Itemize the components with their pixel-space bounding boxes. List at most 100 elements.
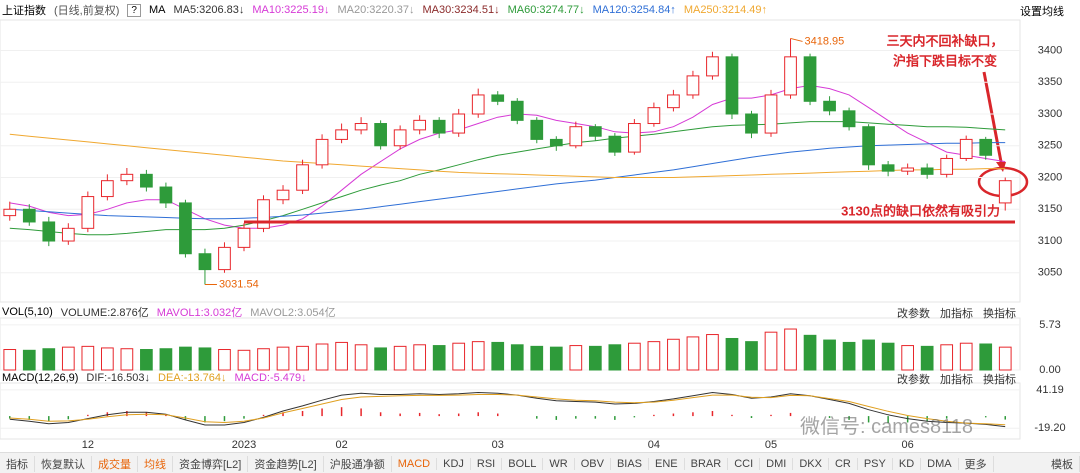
- candle-body: [862, 126, 875, 166]
- tab[interactable]: DMA: [921, 457, 959, 470]
- volume-bar: [354, 344, 368, 371]
- tab[interactable]: DMI: [760, 457, 794, 470]
- volume-header: VOL(5,10) VOLUME:2.876亿 MAVOL1:3.032亿 MAVO…: [2, 305, 336, 319]
- volume-bar: [803, 334, 817, 371]
- y-tick-label: 5.73: [1039, 319, 1060, 331]
- x-tick-label: 06: [902, 439, 914, 451]
- candle-body: [706, 56, 719, 77]
- tab[interactable]: WR: [543, 457, 575, 470]
- tab[interactable]: BIAS: [611, 457, 650, 470]
- volume-bar: [940, 344, 954, 371]
- candle-body: [374, 123, 387, 147]
- tab[interactable]: MACD: [392, 457, 438, 470]
- ma-legend: MA250:3214.49↑: [683, 4, 767, 16]
- volume-bar: [393, 345, 407, 371]
- tab[interactable]: 更多: [959, 455, 994, 472]
- candle-body: [354, 123, 368, 131]
- help-icon[interactable]: ?: [127, 3, 141, 17]
- volume-bar: [862, 339, 875, 371]
- ma-label: MA: [148, 4, 166, 16]
- volume-bar: [588, 345, 602, 371]
- tab[interactable]: PSY: [858, 457, 893, 470]
- volume-bar: [237, 349, 251, 371]
- tab[interactable]: RSI: [471, 457, 503, 470]
- tab[interactable]: 指标: [0, 455, 35, 472]
- candle-body: [940, 157, 954, 175]
- x-tick-label: 05: [765, 439, 777, 451]
- y-tick-label: -19.20: [1034, 422, 1065, 434]
- ma-legend: MA30:3234.51↓: [422, 4, 500, 16]
- tab[interactable]: CR: [829, 457, 858, 470]
- candle-body: [452, 113, 466, 134]
- arrow-head: [996, 162, 1006, 172]
- candle-body: [549, 138, 563, 147]
- volume-bar: [491, 341, 505, 371]
- y-tick-label: 3100: [1038, 235, 1062, 247]
- volume-bar: [61, 346, 75, 371]
- tab[interactable]: BOLL: [502, 457, 544, 470]
- volume-bar: [667, 338, 680, 371]
- tab[interactable]: CCI: [728, 457, 761, 470]
- tab[interactable]: KD: [893, 457, 922, 470]
- macd-line: [9, 391, 1006, 428]
- tab[interactable]: 成交量: [92, 455, 138, 472]
- tab[interactable]: BRAR: [685, 457, 729, 470]
- tab[interactable]: ENE: [649, 457, 685, 470]
- volume-bar: [179, 346, 192, 371]
- candle-body: [198, 253, 212, 271]
- candle-body: [491, 94, 505, 102]
- tab[interactable]: 资金趋势[L2]: [248, 455, 324, 472]
- y-tick-label: 41.19: [1036, 384, 1064, 396]
- volume-bar: [764, 331, 778, 371]
- panel-button[interactable]: 改参数: [897, 374, 930, 386]
- volume-bar: [101, 347, 114, 371]
- volume-legend: VOLUME:2.876亿: [60, 307, 149, 319]
- candle-body: [179, 202, 192, 255]
- candle-body: [842, 110, 856, 128]
- tab[interactable]: DKX: [793, 457, 829, 470]
- volume-bar: [140, 349, 153, 371]
- x-tick-label: 04: [648, 439, 660, 451]
- candle-body: [686, 75, 700, 96]
- tab[interactable]: 资金博弈[L2]: [173, 455, 249, 472]
- price-header: 上证指数 (日线,前复权) ? MA MA5:3206.83↓ MA10:3225…: [2, 3, 767, 17]
- ma-settings[interactable]: 设置均线: [1020, 6, 1064, 18]
- y-tick-label: 3350: [1038, 76, 1062, 88]
- macd-line: [9, 394, 1006, 426]
- volume-bar: [218, 349, 231, 371]
- volume-bar: [510, 344, 524, 371]
- candle-body: [901, 167, 914, 172]
- y-tick-label: 3400: [1038, 44, 1062, 56]
- tab[interactable]: 均线: [138, 455, 173, 472]
- panel-button[interactable]: 加指标: [940, 374, 973, 386]
- tab[interactable]: KDJ: [437, 457, 471, 470]
- tab[interactable]: 恢复默认: [35, 455, 92, 472]
- candle-body: [569, 126, 583, 147]
- volume-bar: [901, 345, 914, 371]
- panel-button[interactable]: 改参数: [897, 308, 930, 320]
- volume-bar: [315, 343, 329, 371]
- y-tick-label: 0.00: [1039, 364, 1060, 376]
- candle-body: [530, 119, 544, 140]
- candle-body: [979, 138, 993, 156]
- volume-bar: [823, 339, 836, 371]
- y-tick-label: 3250: [1038, 140, 1062, 152]
- volume-bar: [81, 345, 95, 371]
- volume-bar: [42, 348, 56, 371]
- candle-body: [803, 56, 817, 102]
- panel-button[interactable]: 换指标: [983, 308, 1016, 320]
- macd-header: MACD(12,26,9) DIF:-16.503↓ DEA:-13.764↓ MA…: [2, 371, 307, 385]
- subtitle: (日线,前复权): [54, 5, 120, 17]
- panel-button[interactable]: 加指标: [940, 308, 973, 320]
- panel-button[interactable]: 换指标: [983, 374, 1016, 386]
- macd-legend: DIF:-16.503↓: [86, 372, 151, 384]
- volume-title: VOL(5,10): [2, 306, 53, 318]
- candle-body: [315, 138, 329, 166]
- volume-bar: [530, 345, 544, 371]
- tab[interactable]: OBV: [575, 457, 611, 470]
- gap-label: 3130点的缺口依然有吸引力: [841, 203, 1000, 218]
- tab[interactable]: 模板: [1045, 455, 1080, 472]
- tab[interactable]: 沪股通净额: [324, 455, 392, 472]
- candle-body: [3, 208, 17, 217]
- candle-body: [393, 129, 407, 147]
